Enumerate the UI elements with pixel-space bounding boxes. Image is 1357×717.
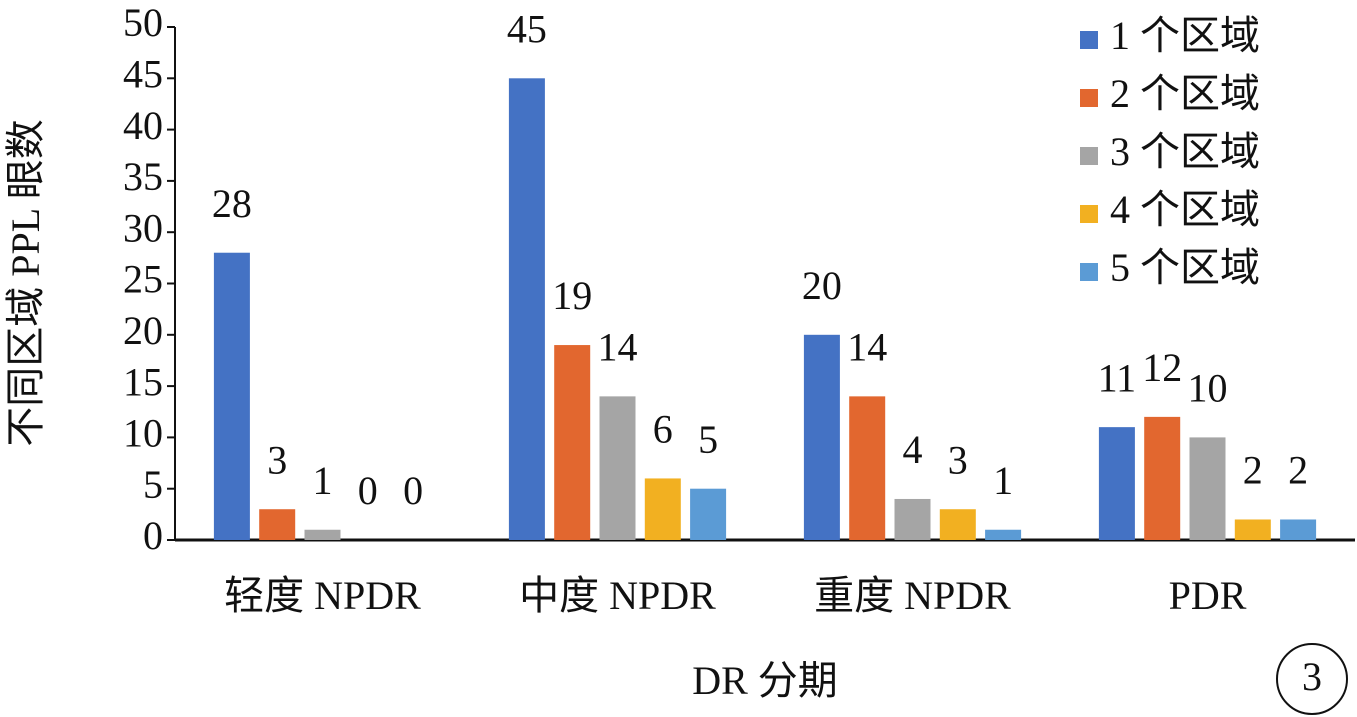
value-label: 2: [1243, 448, 1263, 493]
value-label: 4: [903, 427, 923, 472]
value-label: 14: [598, 325, 638, 370]
legend-swatch: [1080, 147, 1098, 165]
bar: [690, 488, 727, 540]
y-tick-label: 25: [123, 257, 163, 302]
y-tick-label: 5: [143, 462, 163, 507]
legend-label: 2 个区域: [1110, 71, 1260, 116]
bar: [554, 345, 591, 540]
value-label: 1: [313, 458, 333, 503]
y-tick-label: 20: [123, 308, 163, 353]
bar: [1144, 416, 1181, 540]
bar: [304, 529, 341, 540]
bar: [939, 509, 976, 540]
value-label: 0: [358, 468, 378, 513]
x-tick-label: 中度 NPDR: [519, 573, 716, 618]
annotation-circle: [1276, 643, 1348, 715]
legend-swatch: [1080, 31, 1098, 49]
value-label: 14: [847, 325, 887, 370]
value-label: 3: [267, 437, 287, 482]
y-tick-label: 10: [123, 411, 163, 456]
bar: [803, 334, 840, 540]
x-tick-label: 重度 NPDR: [814, 573, 1011, 618]
y-tick-label: 45: [123, 51, 163, 96]
value-label: 0: [403, 468, 423, 513]
y-tick-label: 50: [123, 0, 163, 45]
bar: [259, 509, 296, 540]
x-tick-label: PDR: [1169, 573, 1247, 618]
y-tick-label: 40: [123, 103, 163, 148]
value-label: 1: [993, 458, 1013, 503]
value-label: 3: [948, 437, 968, 482]
y-axis-title: 不同区域 PPL 眼数: [3, 119, 48, 446]
value-label: 2: [1288, 448, 1308, 493]
bar: [508, 78, 545, 541]
legend-swatch: [1080, 205, 1098, 223]
bar: [985, 529, 1022, 540]
bar: [1234, 519, 1271, 540]
legend-label: 3 个区域: [1110, 129, 1260, 174]
annotation: 3: [1302, 654, 1322, 699]
legend-label: 4 个区域: [1110, 187, 1260, 232]
bar: [1189, 437, 1226, 540]
value-label: 6: [653, 407, 673, 452]
y-tick-label: 15: [123, 359, 163, 404]
bar: [599, 396, 636, 540]
bar: [213, 252, 250, 540]
value-label: 20: [802, 263, 842, 308]
value-label: 12: [1142, 345, 1182, 390]
bar: [1280, 519, 1317, 540]
value-label: 10: [1188, 366, 1228, 411]
x-tick-label: 轻度 NPDR: [224, 573, 421, 618]
legend-swatch: [1080, 89, 1098, 107]
bar: [849, 396, 886, 540]
y-tick-label: 30: [123, 205, 163, 250]
value-label: 5: [698, 417, 718, 462]
x-axis-title: DR 分期: [692, 658, 838, 703]
y-tick-label: 0: [143, 513, 163, 558]
bar: [894, 498, 931, 540]
legend-label: 1 个区域: [1110, 13, 1260, 58]
legend-swatch: [1080, 263, 1098, 281]
value-label: 11: [1098, 355, 1137, 400]
value-label: 45: [507, 6, 547, 51]
y-tick-label: 35: [123, 154, 163, 199]
value-label: 19: [552, 273, 592, 318]
bar: [644, 478, 681, 540]
value-label: 28: [212, 181, 252, 226]
legend-label: 5 个区域: [1110, 245, 1260, 290]
bar: [1098, 427, 1135, 540]
